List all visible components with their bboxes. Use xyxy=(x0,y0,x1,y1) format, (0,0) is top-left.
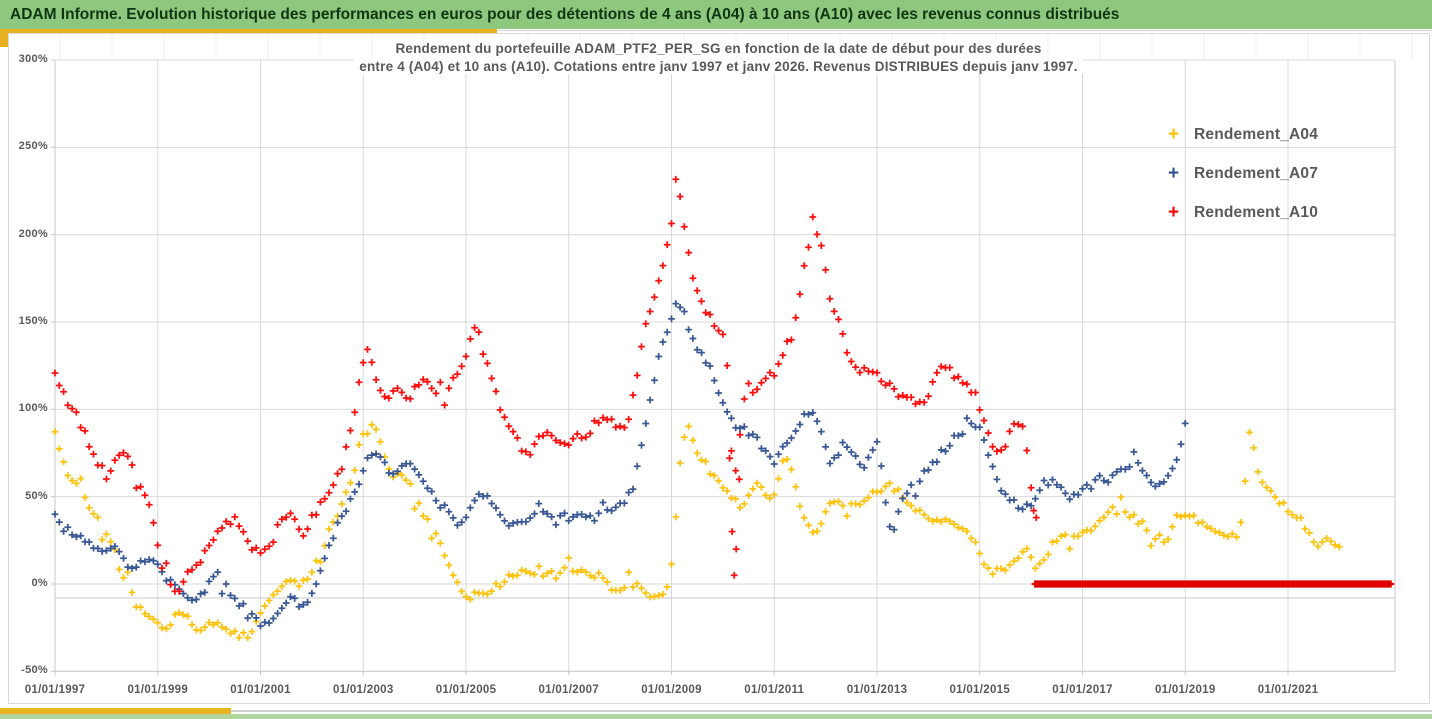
bottom-scroll-accent[interactable] xyxy=(0,708,231,715)
legend-item-rendement-a04[interactable]: + Rendement_A04 xyxy=(1168,124,1318,146)
report-header-bar: ADAM Informe. Evolution historique des p… xyxy=(0,0,1432,29)
y-tick-label: 150% xyxy=(18,314,48,327)
legend-label: Rendement_A10 xyxy=(1194,204,1319,221)
y-tick-label: 250% xyxy=(18,140,48,153)
y-tick-label: -50% xyxy=(21,664,48,677)
x-tick-label: 01/01/2019 xyxy=(1154,684,1216,696)
chart-title-line2: entre 4 (A04) et 10 ans (A10). Cotations… xyxy=(8,59,1429,74)
y-tick-label: 200% xyxy=(18,227,48,240)
y-tick-label: 300% xyxy=(18,52,48,65)
series-markers xyxy=(51,300,1189,630)
x-tick-label: 01/01/2003 xyxy=(332,684,394,696)
series-markers xyxy=(1031,580,1395,588)
report-title: ADAM Informe. Evolution historique des p… xyxy=(10,6,1120,23)
chart-legend: + Rendement_A04 + Rendement_A07 + Rendem… xyxy=(1168,124,1318,241)
x-tick-label: 01/01/2009 xyxy=(641,684,702,696)
x-tick-label: 01/01/2007 xyxy=(538,684,600,696)
legend-label: Rendement_A04 xyxy=(1194,126,1319,143)
y-tick-label: 0% xyxy=(31,577,48,589)
bottom-divider-line xyxy=(231,710,1432,712)
plus-marker-icon: + xyxy=(1168,124,1180,145)
plus-marker-icon: + xyxy=(1168,163,1180,184)
x-tick-label: 01/01/2021 xyxy=(1257,684,1319,696)
series-markers xyxy=(51,421,1343,642)
legend-item-rendement-a07[interactable]: + Rendement_A07 xyxy=(1168,163,1318,185)
x-tick-label: 01/01/2013 xyxy=(846,684,908,696)
bottom-edge-strip xyxy=(0,714,1432,719)
header-underline-gray xyxy=(497,30,1432,31)
x-tick-label: 01/01/2001 xyxy=(230,684,291,696)
x-tick-label: 01/01/2011 xyxy=(744,684,805,696)
y-tick-label: 100% xyxy=(18,402,48,415)
chart-title-line1: Rendement du portefeuille ADAM_PTF2_PER_… xyxy=(8,41,1429,56)
x-tick-label: 01/01/2015 xyxy=(949,684,1011,696)
header-underline-accent xyxy=(0,29,497,33)
x-tick-label: 01/01/1999 xyxy=(127,684,189,696)
performance-chart-frame xyxy=(8,33,1430,704)
y-tick-label: 50% xyxy=(25,489,48,502)
x-tick-label: 01/01/1997 xyxy=(24,684,86,696)
series-markers xyxy=(51,175,1040,595)
plus-marker-icon: + xyxy=(1168,202,1180,223)
legend-label: Rendement_A07 xyxy=(1194,165,1319,182)
x-tick-label: 01/01/2017 xyxy=(1052,684,1113,696)
x-tick-label: 01/01/2005 xyxy=(435,684,497,696)
left-edge-marker xyxy=(0,33,9,47)
legend-item-rendement-a10[interactable]: + Rendement_A10 xyxy=(1168,202,1318,224)
